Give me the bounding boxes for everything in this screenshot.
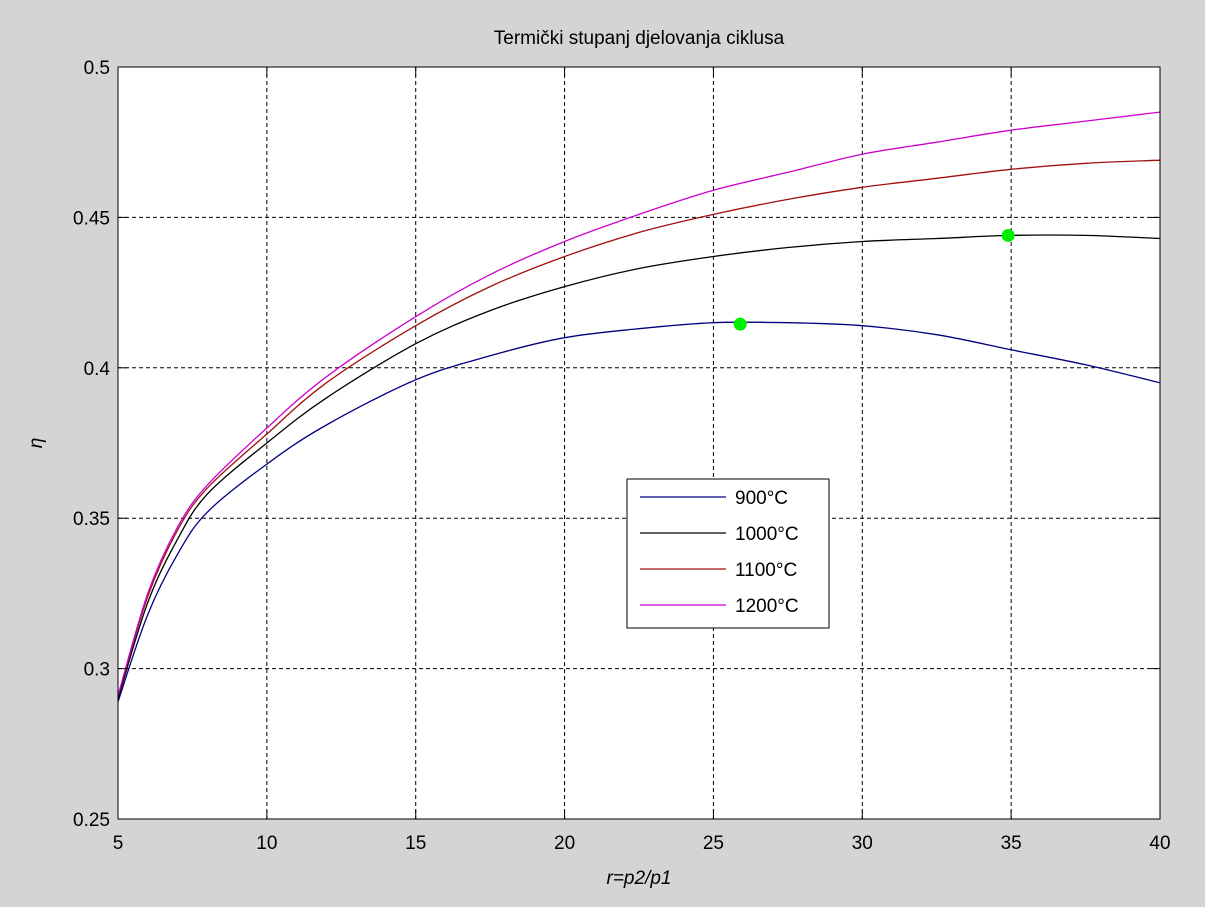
legend-label: 1000°C: [735, 524, 799, 545]
legend-label: 1100°C: [735, 560, 797, 581]
y-axis-label: η: [26, 438, 47, 449]
optimum-marker: [733, 317, 747, 331]
legend-box: [626, 478, 830, 629]
x-tick-label: 5: [113, 833, 124, 854]
chart-title: Termički stupanj djelovanja ciklusa: [494, 28, 785, 49]
x-tick-label: 30: [852, 833, 873, 854]
legend-label: 1200°C: [735, 596, 799, 617]
x-tick-labels: 5 10 15 20 25 30 35 40: [113, 833, 1171, 854]
y-tick-label: 0.45: [73, 208, 110, 229]
optimum-marker: [1001, 228, 1015, 242]
marker-layer: [733, 228, 1015, 331]
legend: 900°C 1000°C 1100°C 1200°C: [626, 478, 830, 629]
grid-lines: [118, 67, 1160, 819]
plot-frame: [117, 66, 1161, 820]
legend-entries: 900°C 1000°C 1100°C 1200°C: [640, 488, 799, 617]
legend-label: 900°C: [735, 488, 788, 509]
tick-marks: [117, 66, 1161, 820]
x-tick-label: 35: [1001, 833, 1022, 854]
series-line: [117, 159, 1161, 696]
y-tick-label: 0.35: [73, 509, 110, 530]
y-tick-labels: 0.25 0.3 0.35 0.4 0.45 0.5: [73, 58, 110, 831]
series-line: [117, 234, 1161, 699]
x-tick-label: 15: [405, 833, 426, 854]
plot-area: [118, 67, 1160, 819]
y-tick-label: 0.25: [73, 810, 110, 831]
series-line: [117, 321, 1161, 702]
series-layer: [117, 111, 1161, 702]
y-tick-label: 0.3: [84, 660, 110, 681]
y-tick-label: 0.5: [84, 58, 110, 79]
x-tick-label: 40: [1149, 833, 1170, 854]
x-tick-label: 25: [703, 833, 724, 854]
x-tick-label: 20: [554, 833, 575, 854]
series-line: [117, 111, 1161, 696]
x-tick-label: 10: [256, 833, 277, 854]
y-tick-label: 0.4: [84, 359, 111, 380]
x-axis-label: r=p2/p1: [607, 868, 672, 889]
